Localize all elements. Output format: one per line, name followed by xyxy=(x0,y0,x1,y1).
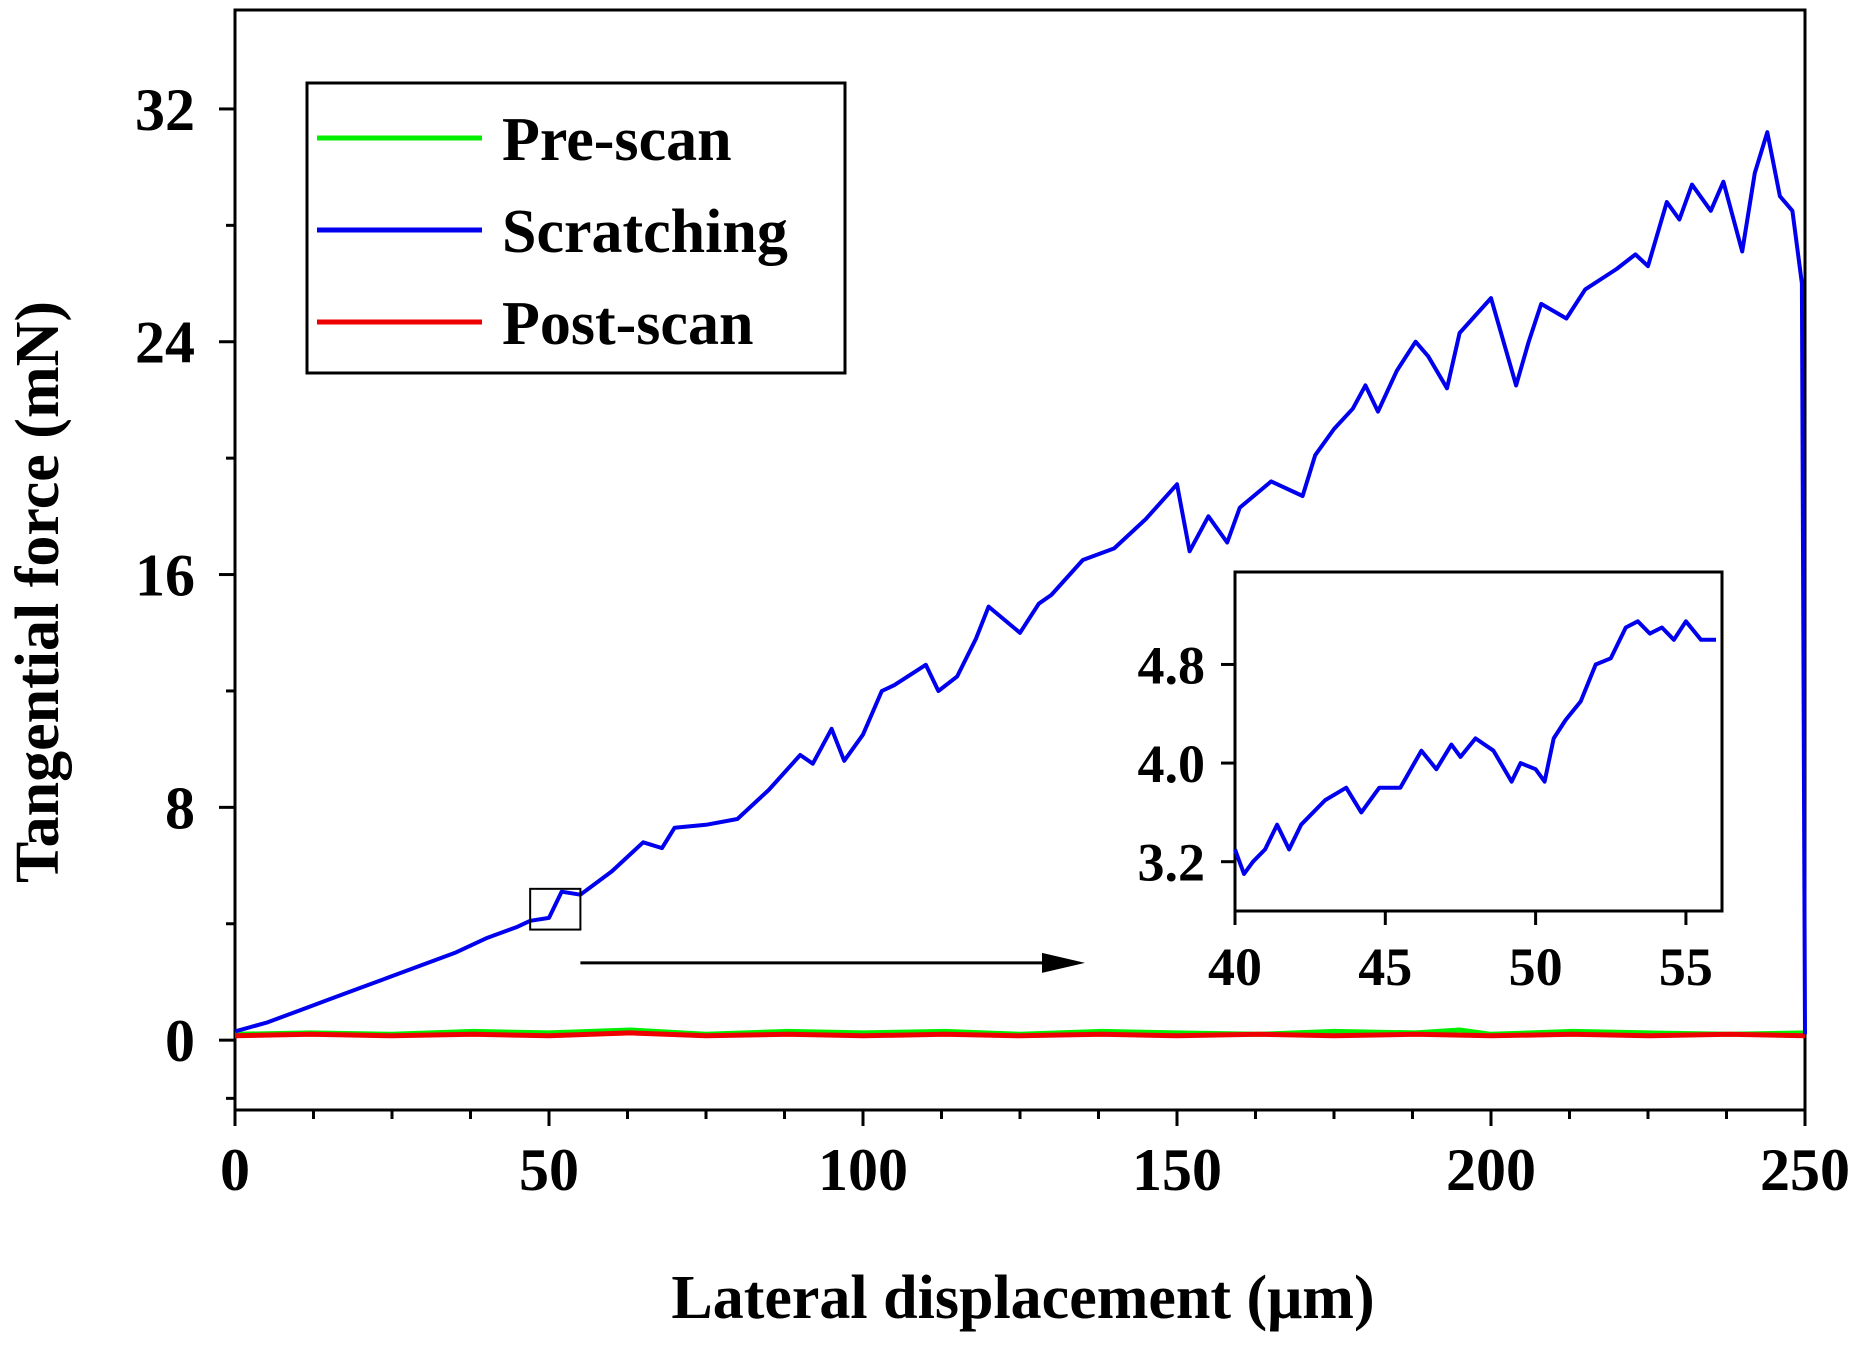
inset-x-tick-label: 55 xyxy=(1659,937,1713,997)
y-tick-label: 0 xyxy=(165,1008,195,1074)
x-tick-label: 200 xyxy=(1446,1137,1536,1203)
x-tick-label: 0 xyxy=(220,1137,250,1203)
main-plot: 0 50 100 150 200 250 0 8 16 24 32 xyxy=(135,8,1850,1203)
zoom-arrow-head xyxy=(1042,952,1085,973)
legend-label: Pre-scan xyxy=(502,106,732,174)
inset-x-tick-label: 40 xyxy=(1208,937,1262,997)
x-tick-label: 100 xyxy=(818,1137,908,1203)
x-tick-label: 250 xyxy=(1760,1137,1850,1203)
legend-label: Scratching xyxy=(502,198,788,266)
inset-series-line xyxy=(1233,619,1716,876)
legend-group: Pre-scan Scratching Post-scan xyxy=(305,81,847,375)
inset-x-tick-label: 45 xyxy=(1358,937,1412,997)
zoom-box-group xyxy=(529,887,1085,973)
series-line-scratching xyxy=(234,130,1807,1035)
inset-y-tick-label: 4.8 xyxy=(1138,635,1206,695)
y-tick-label: 16 xyxy=(135,543,195,609)
legend-label: Post-scan xyxy=(502,290,753,358)
series-line-post-scan xyxy=(234,1030,1806,1039)
y-tick-label: 24 xyxy=(135,310,195,376)
zoom-box xyxy=(529,887,582,931)
x-tick-label: 150 xyxy=(1132,1137,1222,1203)
y-tick-label: 32 xyxy=(135,77,195,143)
x-axis-title: Lateral displacement (μm) xyxy=(671,1264,1374,1332)
inset-y-tick-label: 3.2 xyxy=(1138,833,1206,893)
y-axis-title: Tangential force (mN) xyxy=(4,301,72,883)
x-tick-label: 50 xyxy=(519,1137,579,1203)
inset-x-tick-label: 50 xyxy=(1509,937,1563,997)
inset-y-tick-label: 4.0 xyxy=(1138,734,1206,794)
main-series-group xyxy=(234,130,1807,1039)
inset-group: 40 45 50 55 3.2 4.0 4.8 xyxy=(1138,570,1724,997)
y-tick-label: 8 xyxy=(165,775,195,841)
